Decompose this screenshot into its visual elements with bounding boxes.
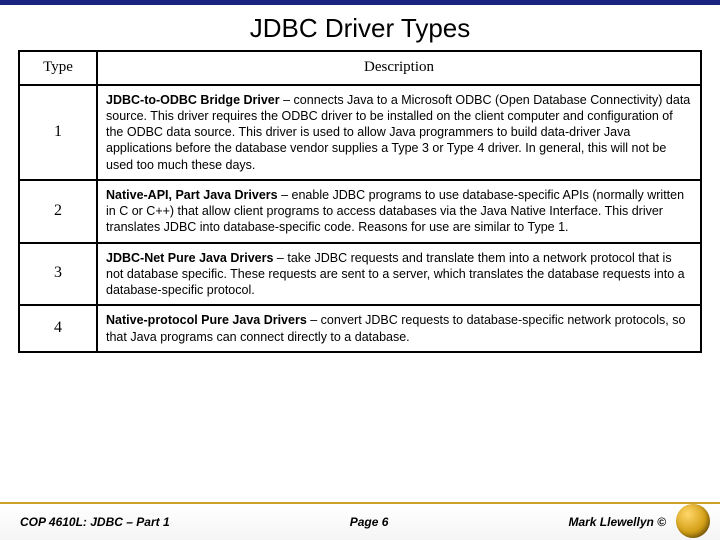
table-row: 4 Native-protocol Pure Java Drivers – co… bbox=[19, 305, 701, 352]
type-description: Native-API, Part Java Drivers – enable J… bbox=[97, 180, 701, 243]
footer-page: Page 6 bbox=[170, 515, 569, 529]
driver-name: Native-protocol Pure Java Drivers bbox=[106, 313, 307, 327]
table-row: 1 JDBC-to-ODBC Bridge Driver – connects … bbox=[19, 85, 701, 180]
type-description: Native-protocol Pure Java Drivers – conv… bbox=[97, 305, 701, 352]
footer-left: COP 4610L: JDBC – Part 1 bbox=[0, 515, 170, 529]
slide-footer: COP 4610L: JDBC – Part 1 Page 6 Mark Lle… bbox=[0, 502, 720, 540]
driver-name: JDBC-to-ODBC Bridge Driver bbox=[106, 93, 280, 107]
driver-name: JDBC-Net Pure Java Drivers bbox=[106, 251, 273, 265]
type-number: 1 bbox=[19, 85, 97, 180]
type-number: 2 bbox=[19, 180, 97, 243]
slide: JDBC Driver Types Type Description 1 JDB… bbox=[0, 0, 720, 540]
driver-name: Native-API, Part Java Drivers bbox=[106, 188, 278, 202]
col-header-type: Type bbox=[19, 51, 97, 85]
slide-title: JDBC Driver Types bbox=[0, 5, 720, 50]
driver-types-table: Type Description 1 JDBC-to-ODBC Bridge D… bbox=[18, 50, 702, 353]
type-number: 4 bbox=[19, 305, 97, 352]
table-row: 3 JDBC-Net Pure Java Drivers – take JDBC… bbox=[19, 243, 701, 306]
ucf-logo-icon bbox=[676, 504, 710, 538]
col-header-description: Description bbox=[97, 51, 701, 85]
type-number: 3 bbox=[19, 243, 97, 306]
type-description: JDBC-Net Pure Java Drivers – take JDBC r… bbox=[97, 243, 701, 306]
type-description: JDBC-to-ODBC Bridge Driver – connects Ja… bbox=[97, 85, 701, 180]
table-row: 2 Native-API, Part Java Drivers – enable… bbox=[19, 180, 701, 243]
table-header-row: Type Description bbox=[19, 51, 701, 85]
